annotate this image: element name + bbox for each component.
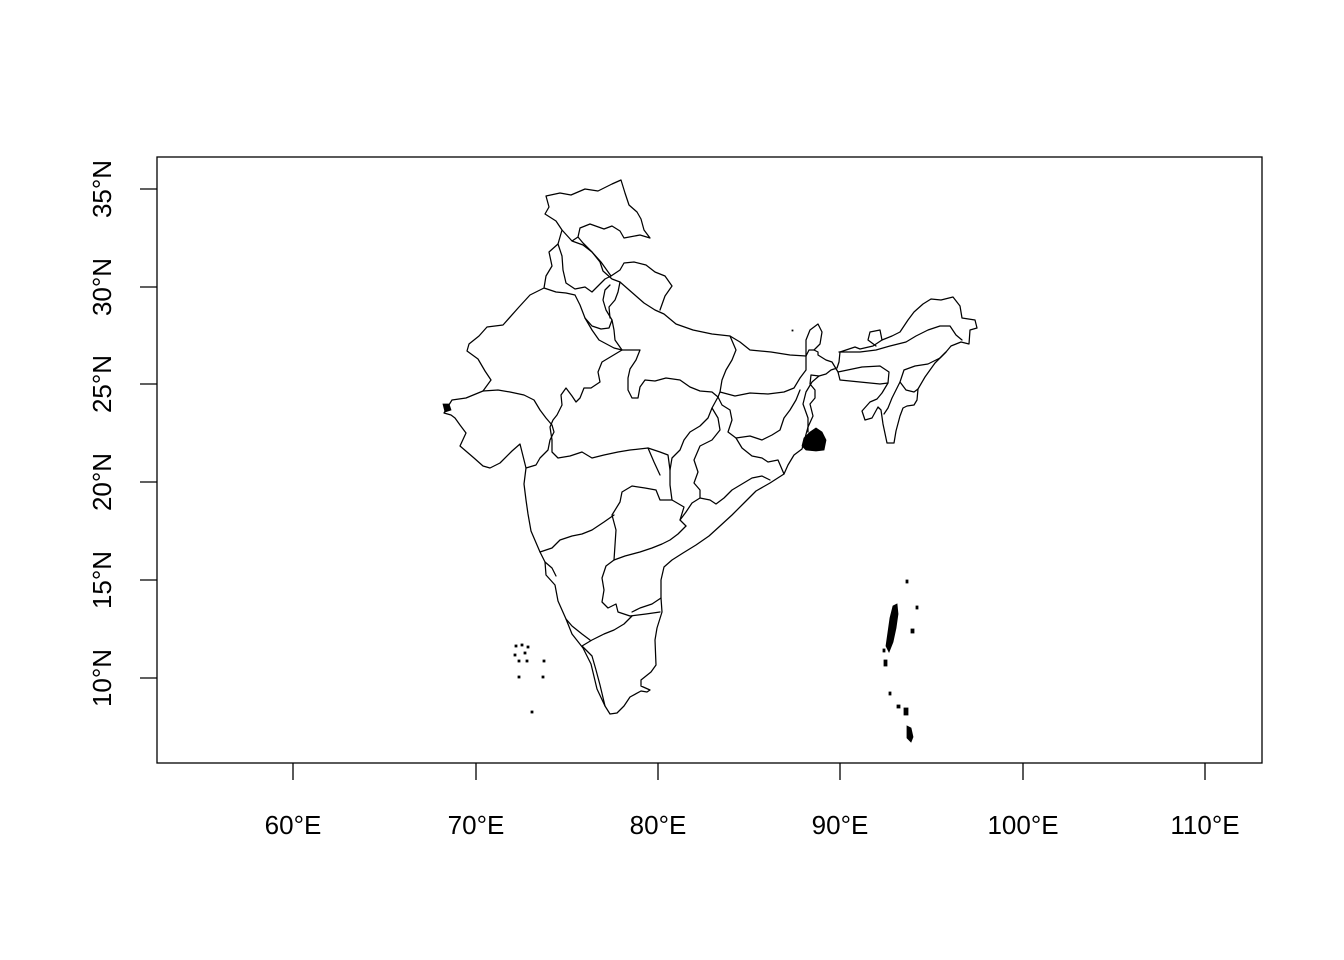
- boundary-jk-himachal: [577, 236, 673, 311]
- y-axis: 10°N 15°N 20°N 25°N 30°N 35°N: [87, 160, 157, 707]
- state-boundaries: [443, 179, 978, 715]
- boundary-gujarat-maharashtra: [551, 439, 687, 527]
- x-tick-label-80: 80°E: [630, 810, 687, 840]
- great-nicobar: [906, 725, 914, 743]
- boundary-meghalaya: [837, 371, 889, 385]
- boundary-assam-bhutan: [838, 325, 963, 353]
- dot-near-sikkim: [791, 329, 794, 332]
- boundary-odisha: [735, 437, 785, 475]
- islands: [442, 329, 919, 743]
- lakshadweep-islet-10: [541, 675, 545, 679]
- x-tick-label-90: 90°E: [812, 810, 869, 840]
- boundary-rajasthan-east: [584, 317, 719, 471]
- y-tick-label-20: 20°N: [87, 453, 117, 511]
- boundary-karnataka-tamilnadu: [581, 615, 633, 707]
- india-outline: [443, 179, 978, 715]
- boundary-himachal-punjab: [557, 243, 612, 293]
- lakshadweep-islet-2: [520, 643, 524, 647]
- lakshadweep-islet-4: [513, 653, 517, 657]
- lakshadweep-islet-7: [525, 659, 529, 663]
- boundary-haryana-up: [611, 319, 623, 351]
- lakshadweep-islet-8: [542, 659, 546, 663]
- boundary-odisha-andhra: [699, 475, 771, 505]
- y-tick-label-15: 15°N: [87, 551, 117, 609]
- boundary-karnataka-andhra: [601, 559, 661, 617]
- boundary-goa: [544, 561, 557, 577]
- x-tick-label-60: 60°E: [265, 810, 322, 840]
- boundary-telangana-north: [647, 447, 661, 476]
- minicoy-islet: [530, 710, 534, 714]
- andaman-islet-3: [910, 628, 915, 634]
- y-tick-label-30: 30°N: [87, 258, 117, 316]
- boundary-kerala: [565, 618, 591, 641]
- boundary-mizoram: [883, 381, 901, 415]
- andaman-islands: [885, 603, 899, 653]
- boundary-punjab-haryana: [543, 284, 613, 330]
- boundary-maharashtra-telangana: [611, 485, 687, 561]
- boundary-uttarakhand: [608, 281, 621, 319]
- boundary-andhra-tamilnadu: [631, 597, 662, 613]
- boundary-chhattisgarh: [679, 407, 721, 521]
- nicobar-islet-3: [903, 707, 909, 716]
- boundary-rajasthan-gujarat: [482, 389, 555, 469]
- kutch-coast-detail: [442, 403, 452, 413]
- little-andaman: [883, 659, 888, 667]
- lakshadweep-islet-6: [517, 659, 521, 663]
- lakshadweep-islet-9: [517, 675, 521, 679]
- lakshadweep-islet-5: [523, 651, 527, 655]
- plot-frame: [156, 156, 1263, 764]
- boundary-sikkim: [805, 323, 823, 357]
- boundary-bihar-south: [719, 355, 807, 397]
- boundary-nagaland-manipur: [899, 351, 947, 393]
- lakshadweep-islet-3: [526, 645, 530, 649]
- boundary-westbengal: [802, 375, 820, 433]
- boundary-arunachal: [867, 329, 883, 347]
- y-tick-label-10: 10°N: [87, 649, 117, 707]
- boundary-jharkhand: [717, 389, 801, 441]
- y-tick-label-35: 35°N: [87, 160, 117, 218]
- andaman-islet-1: [905, 579, 909, 584]
- x-tick-label-100: 100°E: [987, 810, 1058, 840]
- sundarbans-delta: [801, 427, 827, 452]
- x-tick-label-70: 70°E: [448, 810, 505, 840]
- boundary-rajasthan-mp: [549, 349, 623, 441]
- nicobar-islet-1: [888, 691, 892, 696]
- y-tick-label-25: 25°N: [87, 355, 117, 413]
- boundary-up-bihar: [717, 335, 737, 398]
- nicobar-islet-2: [896, 704, 901, 709]
- andaman-islet-2: [915, 605, 919, 610]
- lakshadweep-islet-1: [514, 644, 518, 648]
- x-axis: 60°E 70°E 80°E 90°E 100°E 110°E: [265, 763, 1240, 840]
- boundary-karnataka-north: [539, 514, 615, 553]
- x-tick-label-110: 110°E: [1170, 810, 1239, 840]
- andaman-islet-4: [882, 648, 886, 653]
